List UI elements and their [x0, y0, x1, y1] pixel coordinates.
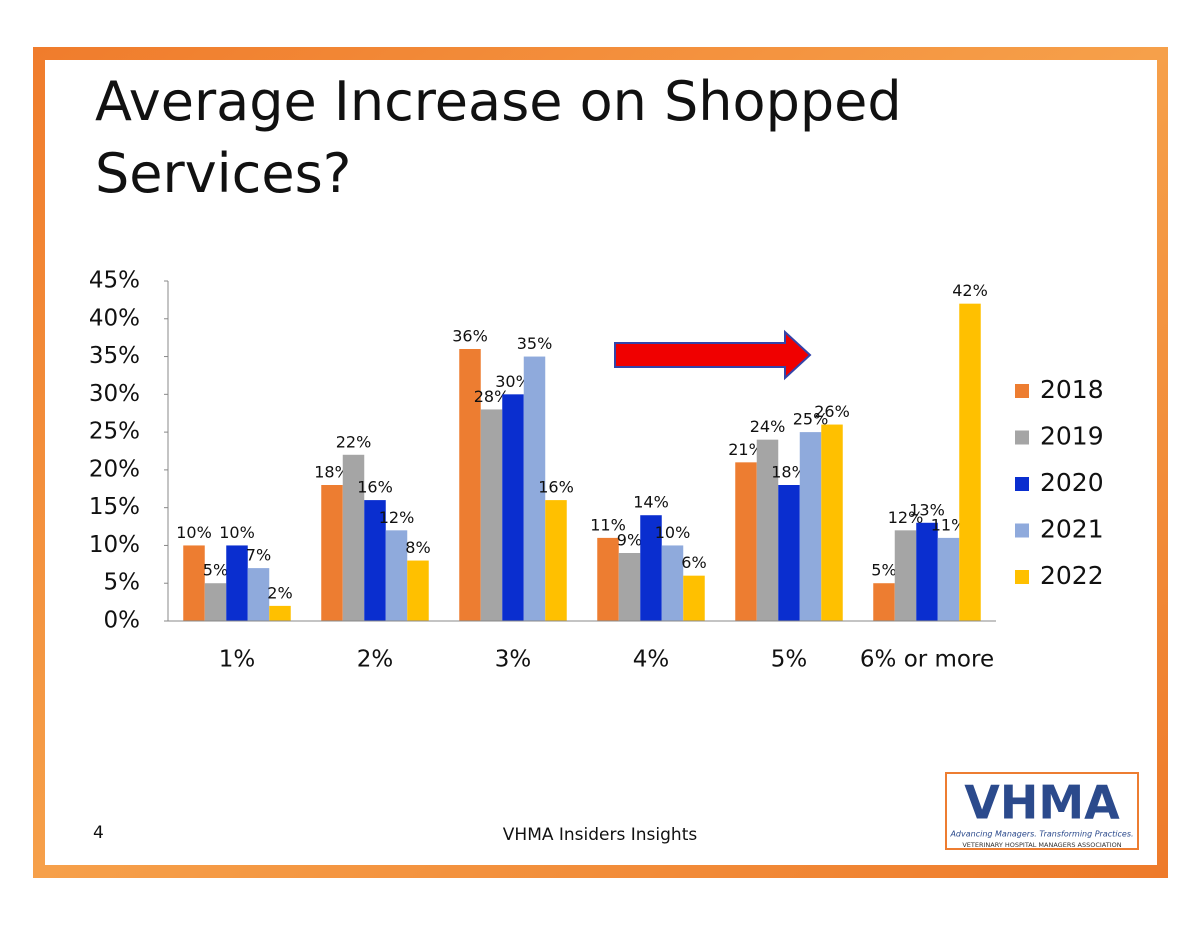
bar	[597, 537, 619, 621]
y-tick-label: 40%	[89, 305, 140, 331]
bar	[735, 462, 757, 621]
legend-swatch	[1015, 384, 1029, 398]
x-tick-label: 6% or more	[860, 647, 994, 673]
legend-label: 2022	[1040, 561, 1104, 590]
bar	[916, 522, 938, 621]
y-tick-label: 5%	[104, 570, 141, 596]
data-label: 18%	[314, 463, 350, 482]
data-label: 35%	[517, 334, 553, 353]
bar	[385, 530, 408, 621]
bar	[321, 485, 343, 621]
y-tick-label: 10%	[89, 532, 140, 558]
data-label: 13%	[909, 500, 945, 519]
y-tick-label: 35%	[89, 343, 140, 369]
data-label: 14%	[633, 493, 669, 512]
legend-label: 2018	[1040, 375, 1104, 404]
bar	[480, 409, 503, 621]
legend-swatch	[1015, 570, 1029, 584]
bar	[661, 545, 684, 621]
chart-title: Average Increase on Shopped Services?	[95, 70, 902, 205]
bar	[894, 530, 917, 621]
bar	[799, 432, 822, 621]
bar	[407, 560, 429, 621]
x-tick-label: 4%	[633, 647, 670, 673]
data-label: 10%	[176, 523, 212, 542]
bar	[204, 583, 227, 621]
data-label: 26%	[814, 402, 850, 421]
bar	[959, 303, 981, 621]
x-tick-label: 5%	[771, 647, 808, 673]
bar	[640, 515, 662, 621]
data-label: 42%	[952, 281, 988, 300]
data-label: 16%	[538, 478, 574, 497]
bar	[247, 568, 270, 621]
y-tick-label: 25%	[89, 419, 140, 445]
chart: 0% 5% 10% 15% 20% 25% 30% 35% 40% 45% 1% 10% 5% 10% 7%…	[89, 268, 1104, 673]
legend-label: 2019	[1040, 422, 1104, 451]
data-label: 18%	[771, 463, 807, 482]
data-label: 5%	[203, 561, 228, 580]
logo-name: VHMA	[964, 776, 1120, 830]
data-label: 21%	[728, 440, 764, 459]
data-label: 28%	[474, 387, 510, 406]
page-number: 4	[93, 823, 104, 843]
bar	[937, 537, 960, 621]
legend-label: 2021	[1040, 515, 1104, 544]
data-label: 24%	[750, 417, 786, 436]
bar	[618, 553, 641, 621]
bar	[523, 356, 546, 621]
logo-tagline: Advancing Managers. Transforming Practic…	[949, 830, 1133, 839]
data-label: 16%	[357, 478, 393, 497]
bar	[183, 545, 205, 621]
y-tick-label: 20%	[89, 456, 140, 482]
bar	[778, 485, 800, 621]
x-tick-label: 2%	[357, 647, 394, 673]
data-label: 7%	[246, 546, 271, 565]
legend-swatch	[1015, 430, 1029, 445]
data-label: 2%	[267, 583, 292, 602]
bar	[226, 545, 248, 621]
bar	[502, 394, 524, 621]
data-label: 6%	[681, 553, 706, 572]
data-label: 25%	[793, 410, 829, 429]
bar	[269, 605, 291, 621]
data-label: 22%	[336, 432, 372, 451]
legend-swatch	[1015, 477, 1029, 491]
legend-swatch	[1015, 523, 1029, 538]
bar	[545, 500, 567, 621]
data-label: 5%	[871, 561, 896, 580]
data-label: 10%	[219, 523, 255, 542]
data-label: 36%	[452, 327, 488, 346]
bar	[683, 575, 705, 621]
bar	[364, 500, 386, 621]
y-tick-label: 0%	[104, 608, 141, 634]
bar	[756, 439, 779, 621]
y-tick-label: 45%	[89, 268, 140, 294]
logo-box	[945, 772, 1139, 850]
data-label: 10%	[655, 523, 691, 542]
x-tick-label: 1%	[219, 647, 256, 673]
x-tick-label: 3%	[495, 647, 532, 673]
data-label: 8%	[405, 538, 430, 557]
data-label: 11%	[590, 515, 626, 534]
data-label: 9%	[617, 531, 642, 550]
arrow	[614, 329, 812, 381]
bar	[873, 583, 895, 621]
data-label: 30%	[495, 372, 531, 391]
legend-label: 2020	[1040, 468, 1104, 497]
footer: VHMA Insiders Insights	[503, 825, 698, 845]
y-tick-label: 30%	[89, 381, 140, 407]
data-label: 12%	[379, 508, 415, 527]
data-label: 12%	[888, 508, 924, 527]
bar	[342, 454, 365, 621]
bar	[459, 349, 481, 621]
data-label: 11%	[931, 515, 967, 534]
y-tick-label: 15%	[89, 494, 140, 520]
logo-subtitle: VETERINARY HOSPITAL MANAGERS ASSOCIATION	[962, 841, 1121, 849]
bar	[821, 424, 843, 621]
